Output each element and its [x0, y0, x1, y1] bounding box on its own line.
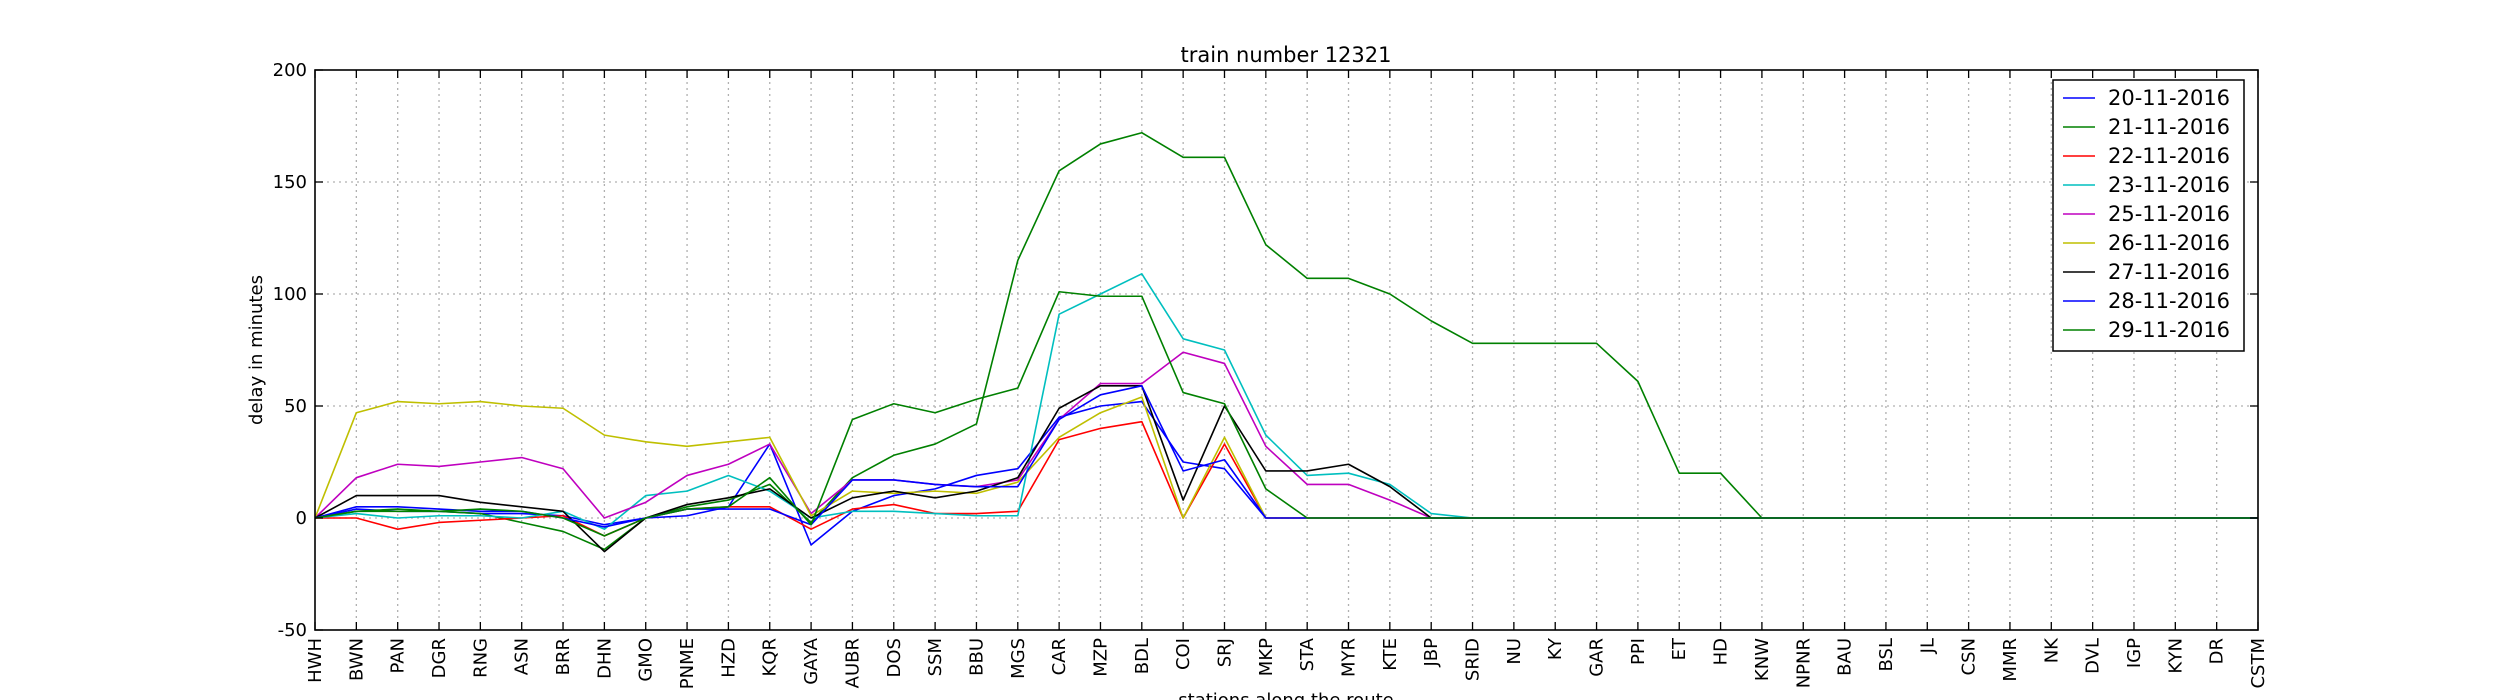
x-tick-label: GAYA: [801, 637, 822, 684]
series-line: [314, 385, 2258, 528]
series-line: [314, 131, 2258, 551]
x-tick-label: BDL: [1132, 638, 1153, 674]
x-tick-label: PAN: [388, 638, 409, 673]
x-tick-label: SSM: [925, 638, 946, 676]
grid-lines: [315, 70, 2258, 630]
legend: 20-11-2016 21-11-2016 22-11-2016 23-11-2016…: [2052, 79, 2245, 352]
x-tick-label: RNG: [470, 638, 491, 678]
x-tick-label: MZP: [1090, 638, 1111, 677]
x-tick-label: BBU: [966, 638, 987, 676]
x-tick-label: BAU: [1835, 638, 1856, 676]
x-tick-label: GMO: [636, 638, 657, 682]
x-tick-label: DR: [2207, 638, 2228, 664]
legend-label: 20-11-2016: [2108, 86, 2230, 110]
x-tick-label: BRR: [553, 638, 574, 675]
legend-label: 27-11-2016: [2108, 260, 2230, 284]
x-tick-label: NU: [1504, 638, 1525, 665]
x-tick-label: PNME: [677, 638, 698, 689]
series-lines: [314, 131, 2258, 553]
y-tick-label: 150: [273, 172, 307, 193]
axis-ticks: HWH BWN PAN DGR RNG ASN BRR DHN GMO PNME HZD KQR GAY…: [273, 60, 2269, 689]
legend-label: 22-11-2016: [2108, 144, 2230, 168]
x-tick-label: CSN: [1959, 638, 1980, 675]
y-axis-label: delay in minutes: [246, 275, 267, 425]
x-axis-label: stations along the route: [1178, 690, 1393, 700]
legend-box: [2052, 79, 2245, 352]
x-tick-label: NK: [2041, 637, 2062, 663]
x-tick-label: BSL: [1876, 638, 1897, 672]
x-tick-label: JBP: [1421, 638, 1442, 668]
x-tick-label: DHN: [594, 638, 615, 679]
x-tick-label: CAR: [1049, 638, 1070, 675]
x-tick-label: HWH: [305, 638, 326, 683]
x-tick-label: SRID: [1463, 638, 1484, 681]
x-tick-label: CSTM: [2248, 638, 2269, 689]
x-tick-label: PPI: [1628, 638, 1649, 665]
x-tick-label: JL: [1917, 638, 1938, 654]
x-tick-label: STA: [1297, 637, 1318, 671]
y-tick-label: 200: [273, 60, 307, 81]
x-tick-label: COI: [1173, 638, 1194, 670]
x-tick-label: IGP: [2124, 638, 2145, 668]
x-tick-label: NPNR: [1793, 638, 1814, 688]
x-tick-label: DGR: [429, 638, 450, 678]
x-tick-label: KNW: [1752, 638, 1773, 681]
legend-label: 21-11-2016: [2108, 115, 2230, 139]
x-tick-label: ET: [1669, 637, 1690, 660]
series-line: [314, 290, 2258, 537]
x-tick-label: MMR: [2000, 638, 2021, 682]
plot-frame: [314, 69, 2259, 631]
y-tick-label: 100: [273, 284, 307, 305]
y-tick-label: 0: [296, 508, 307, 529]
x-tick-label: KYN: [2165, 638, 2186, 674]
chart-title: train number 12321: [1181, 43, 1392, 67]
legend-label: 29-11-2016: [2108, 318, 2230, 342]
x-tick-label: MGS: [1008, 638, 1029, 679]
legend-label: 28-11-2016: [2108, 289, 2230, 313]
series-line: [314, 396, 2258, 519]
x-tick-label: HD: [1711, 638, 1732, 665]
legend-label: 26-11-2016: [2108, 231, 2230, 255]
y-tick-label: 50: [284, 396, 307, 417]
x-tick-label: GAR: [1587, 638, 1608, 677]
series-line: [314, 400, 2258, 546]
x-tick-label: HZD: [718, 638, 739, 678]
x-tick-label: KY: [1545, 637, 1566, 660]
x-tick-label: KQR: [760, 638, 781, 676]
x-tick-label: ASN: [512, 638, 533, 675]
x-tick-label: SRJ: [1214, 638, 1235, 667]
legend-label: 23-11-2016: [2108, 173, 2230, 197]
x-tick-label: DVL: [2083, 638, 2104, 674]
x-tick-label: MYR: [1339, 638, 1360, 677]
x-tick-label: KTE: [1380, 638, 1401, 671]
x-tick-label: MKP: [1256, 638, 1277, 676]
x-tick-label: AUBR: [842, 638, 863, 688]
x-tick-label: BWN: [346, 638, 367, 681]
y-tick-label: -50: [278, 620, 307, 641]
x-tick-label: DOS: [884, 638, 905, 677]
legend-label: 25-11-2016: [2108, 202, 2230, 226]
series-line: [314, 273, 2258, 531]
